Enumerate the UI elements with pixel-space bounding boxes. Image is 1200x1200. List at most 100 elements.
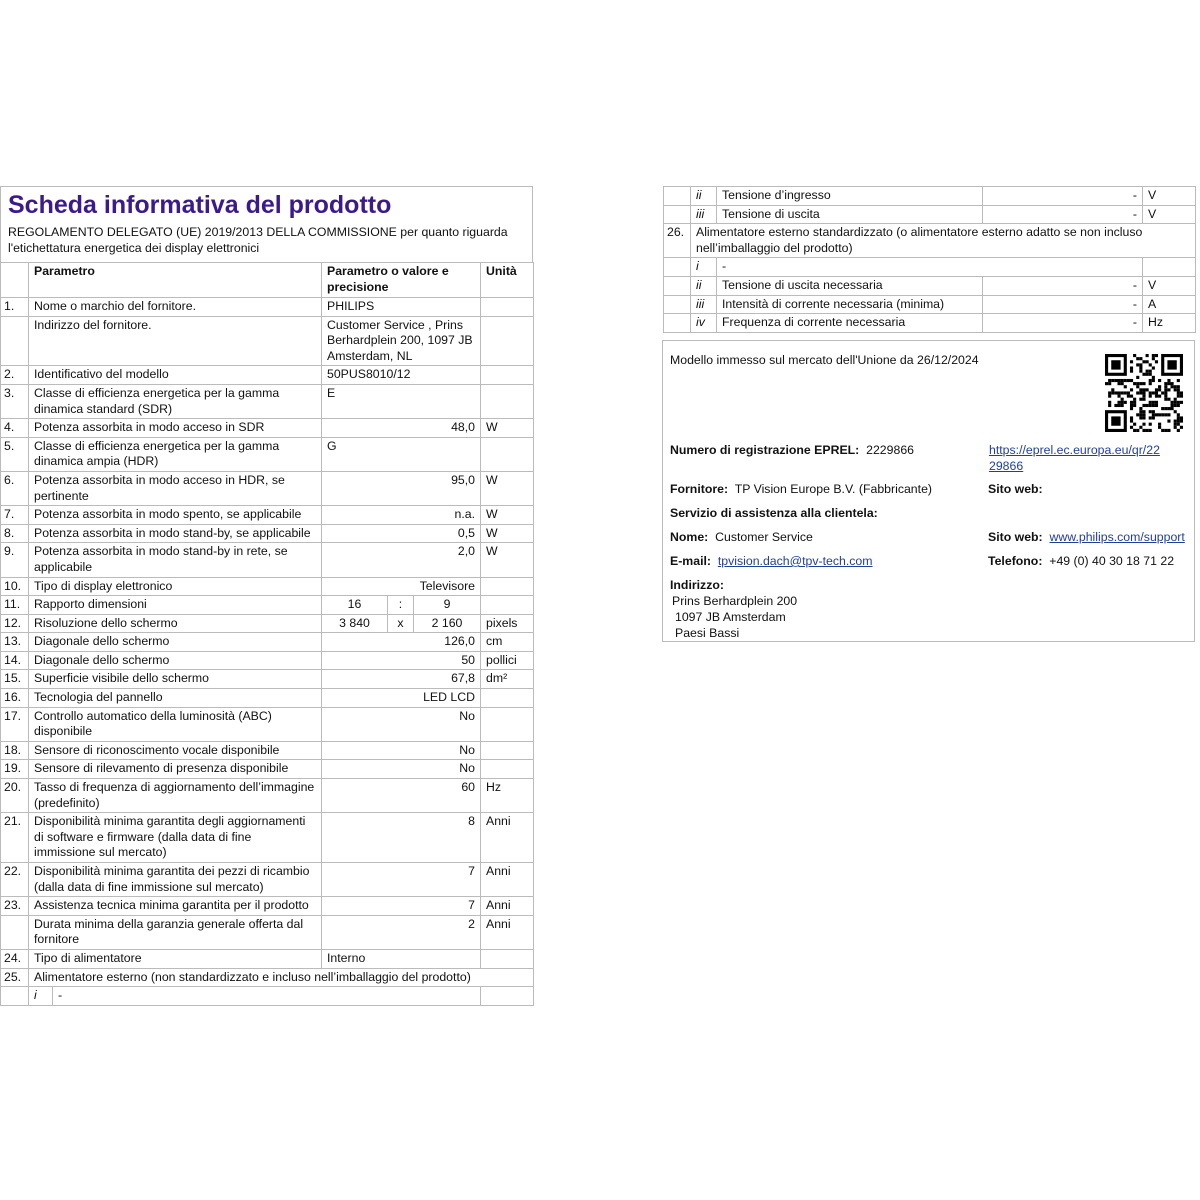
row-number: 22. (0, 861, 29, 898)
row-value: G (320, 436, 482, 472)
row-value: - (982, 294, 1143, 315)
name-value: Customer Service (715, 530, 813, 544)
table-row: 16. Tecnologia del pannello LED LCD (0, 688, 535, 708)
email-link[interactable]: tpvision.dach@tpv-tech.com (717, 554, 873, 568)
address-line-2: 1097 JB Amsterdam (675, 610, 786, 624)
row-parameter: Alimentatore esterno standardizzato (o a… (690, 223, 1196, 259)
row-unit (480, 365, 535, 385)
row-roman-index: ii (690, 186, 717, 206)
row-parameter: Superficie visibile dello schermo (28, 669, 322, 690)
row-roman-index: iii (690, 294, 717, 315)
table-header-row: Parametro Parametro o valore e precision… (0, 262, 535, 298)
table-row: iv Frequenza di corrente necessaria - Hz (663, 313, 1196, 333)
row-parameter: Indirizzo del fornitore. (28, 315, 322, 367)
row-parameter: Risoluzione dello schermo (28, 613, 322, 634)
row-value: - (982, 186, 1143, 206)
row-number: 2. (0, 365, 29, 385)
supplier-label: Fornitore: (670, 482, 729, 496)
row-number: 16. (0, 688, 29, 708)
eprel-link-line-2[interactable]: 29866 (989, 459, 1024, 473)
row-parameter: Nome o marchio del fornitore. (28, 297, 322, 317)
regulation-subtitle: REGOLAMENTO DELEGATO (UE) 2019/2013 DELL… (8, 225, 508, 255)
table-row: 26. Alimentatore esterno standardizzato (… (663, 223, 1196, 259)
row-parameter: Tecnologia del pannello (28, 688, 322, 708)
row-value-part: 9 (412, 595, 482, 615)
row-roman-index: iii (690, 204, 717, 225)
row-roman-index: ii (690, 275, 717, 296)
row-parameter: Potenza assorbita in modo acceso in SDR (28, 418, 322, 438)
page-title: Scheda informativa del prodotto (8, 191, 392, 219)
row-number: 21. (0, 812, 29, 863)
row-parameter: Disponibilità minima garantita dei pezzi… (28, 861, 322, 898)
table-row: 4. Potenza assorbita in modo acceso in SD… (0, 418, 535, 438)
table-row: 18. Sensore di riconoscimento vocale disp… (0, 740, 535, 761)
row-number: 8. (0, 523, 29, 544)
row-number: 19. (0, 759, 29, 780)
qr-code-icon[interactable] (1105, 354, 1183, 432)
address-line-1: Prins Berhardplein 200 (672, 594, 798, 608)
supplier-value: TP Vision Europe B.V. (Fabbricante) (734, 482, 933, 496)
row-unit: W (480, 505, 535, 525)
row-parameter: Durata minima della garanzia generale of… (28, 914, 322, 950)
table-row: 25. Alimentatore esterno (non standardizz… (0, 967, 535, 988)
row-roman-index: i (690, 257, 717, 277)
header-parameter: Parametro (28, 262, 322, 298)
row-value: 48,0 (320, 418, 482, 438)
service-web-link[interactable]: www.philips.com/support (1049, 530, 1185, 544)
row-unit: V (1142, 204, 1196, 225)
row-parameter: Diagonale dello schermo (28, 650, 322, 671)
row-number (0, 315, 29, 367)
row-number: 15. (0, 669, 29, 690)
row-unit: Anni (480, 812, 535, 863)
row-value: - (716, 257, 1143, 277)
table-row: 1. Nome o marchio del fornitore. PHILIPS (0, 297, 535, 317)
table-row: 19. Sensore di rilevamento di presenza di… (0, 759, 535, 780)
email-label: E-mail: (670, 554, 711, 568)
table-row: i- (0, 986, 535, 1006)
market-date: Modello immesso sul mercato dell'Unione … (670, 353, 979, 367)
row-value: E (320, 383, 482, 420)
row-number (663, 275, 691, 296)
row-parameter: Identificativo del modello (28, 365, 322, 385)
eprel-number: 2229866 (866, 443, 914, 457)
eprel-link-line-1[interactable]: https://eprel.ec.europa.eu/qr/22 (989, 443, 1160, 457)
eprel-link[interactable]: https://eprel.ec.europa.eu/qr/22 29866 (989, 442, 1160, 474)
table-row: 17. Controllo automatico della luminosità… (0, 706, 535, 742)
row-number: 26. (663, 223, 691, 259)
row-value: 2,0 (320, 542, 482, 578)
row-value: - (982, 313, 1143, 333)
row-unit (480, 759, 535, 780)
row-parameter: Disponibilità minima garantita degli agg… (28, 812, 322, 863)
row-number: 14. (0, 650, 29, 671)
table-row: 11. Rapporto dimensioni 16:9 (0, 595, 535, 615)
row-value: 7 (320, 896, 482, 916)
row-parameter: Classe di efficienza energetica per la g… (28, 383, 322, 420)
row-number: 9. (0, 542, 29, 578)
row-value-part: 16 (321, 595, 388, 615)
address-label: Indirizzo: (670, 578, 724, 592)
row-value: LED LCD (320, 688, 482, 708)
row-unit (480, 706, 535, 742)
row-parameter: Sensore di riconoscimento vocale disponi… (28, 740, 322, 761)
eprel-label: Numero di registrazione EPREL: (670, 443, 860, 457)
row-unit: cm (480, 632, 535, 652)
row-value: No (320, 740, 482, 761)
row-unit: dm² (480, 669, 535, 690)
row-unit: Anni (480, 896, 535, 916)
row-number: 3. (0, 383, 29, 420)
eprel-info-box: Modello immesso sul mercato dell'Unione … (662, 340, 1195, 642)
row-number: 4. (0, 418, 29, 438)
row-parameter: Tipo di alimentatore (28, 948, 322, 969)
product-info-sheet-left: Scheda informativa del prodotto REGOLAME… (0, 186, 535, 1006)
row-unit (480, 315, 535, 367)
row-number (663, 186, 691, 206)
table-row: 10. Tipo di display elettronico Televisore (0, 576, 535, 597)
row-number: 13. (0, 632, 29, 652)
row-value: 2 (320, 914, 482, 950)
table-row: 21. Disponibilità minima garantita degli … (0, 812, 535, 863)
row-unit: Anni (480, 914, 535, 950)
row-unit: pixels (480, 613, 535, 634)
row-unit: pollici (480, 650, 535, 671)
row-number: 23. (0, 896, 29, 916)
row-number: 25. (0, 967, 29, 988)
